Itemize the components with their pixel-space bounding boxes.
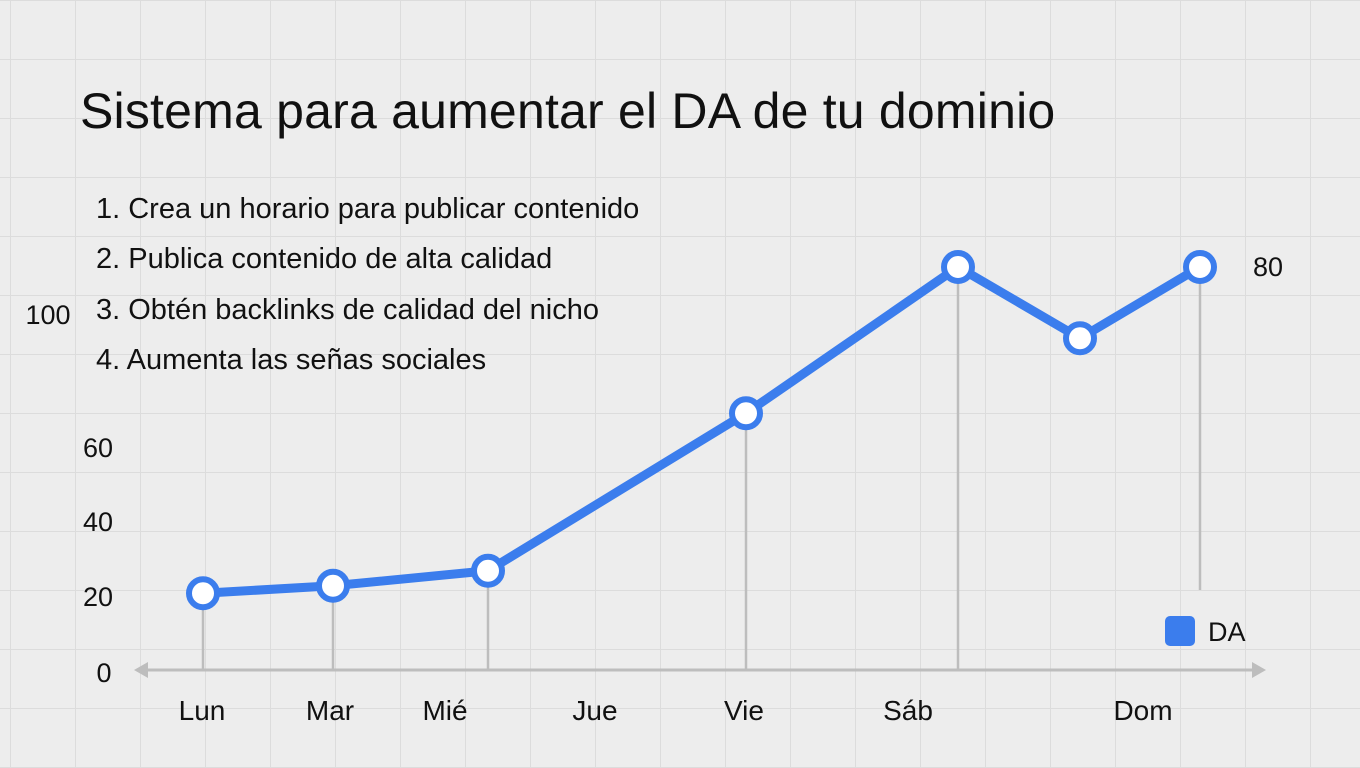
- value-label: 80: [1253, 252, 1283, 282]
- y-tick-label: 100: [25, 300, 70, 330]
- y-tick-label: 40: [83, 507, 113, 537]
- x-tick-label: Sáb: [883, 695, 933, 726]
- step-4: 4. Aumenta las señas sociales: [96, 344, 487, 376]
- series-line-da: [198, 262, 1205, 598]
- data-point: [186, 576, 220, 611]
- data-point: [471, 553, 505, 588]
- legend-label: DA: [1208, 617, 1246, 647]
- step-3: 3. Obtén backlinks de calidad del nicho: [96, 294, 599, 326]
- x-tick-label: Mié: [422, 695, 467, 726]
- data-point: [1183, 250, 1217, 284]
- x-axis-arrow-right: [1252, 662, 1266, 678]
- x-tick-label: Mar: [306, 695, 354, 726]
- legend-swatch: [1165, 616, 1195, 646]
- x-tick-label: Dom: [1113, 695, 1172, 726]
- x-tick-label: Vie: [724, 695, 764, 726]
- x-axis-arrow-left: [134, 662, 148, 678]
- x-tick-label: Jue: [572, 695, 617, 726]
- data-point: [1063, 321, 1097, 356]
- step-2: 2. Publica contenido de alta calidad: [96, 243, 553, 275]
- y-tick-label: 20: [83, 582, 113, 612]
- y-tick-label: 0: [96, 658, 111, 688]
- x-tick-label: Lun: [179, 695, 226, 726]
- data-point: [941, 250, 975, 284]
- y-tick-label: 60: [83, 433, 113, 463]
- chart-title: Sistema para aumentar el DA de tu domini…: [80, 83, 1056, 139]
- data-point: [316, 568, 350, 603]
- data-point: [729, 396, 763, 431]
- step-1: 1. Crea un horario para publicar conteni…: [96, 193, 640, 225]
